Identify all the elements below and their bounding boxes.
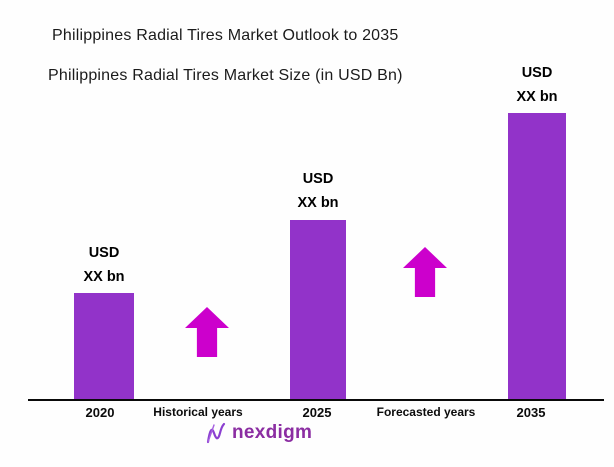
x-label-2020: 2020 bbox=[85, 405, 115, 420]
x-axis-line bbox=[28, 399, 604, 401]
bar-value-label-2025: USD XX bn bbox=[268, 167, 368, 215]
chart-subtitle: Philippines Radial Tires Market Size (in… bbox=[48, 67, 403, 84]
bar-value-line2: XX bn bbox=[297, 195, 339, 211]
bar-value-line1: USD bbox=[302, 171, 334, 187]
chart-title: Philippines Radial Tires Market Outlook … bbox=[52, 27, 399, 44]
bar-value-line2: XX bn bbox=[516, 89, 558, 105]
x-label-2035: 2035 bbox=[516, 405, 546, 420]
bar-value-line1: USD bbox=[521, 65, 553, 81]
bar-value-line1: USD bbox=[88, 245, 120, 261]
bar-2035 bbox=[508, 113, 566, 399]
nexdigm-logo: nexdigm bbox=[205, 421, 312, 445]
bar-value-label-2035: USD XX bn bbox=[487, 61, 587, 109]
bar-2020 bbox=[74, 293, 134, 399]
up-arrow-icon bbox=[403, 247, 447, 297]
nexdigm-logo-text: nexdigm bbox=[232, 422, 313, 443]
nexdigm-wave-icon bbox=[206, 422, 226, 444]
up-arrow-icon bbox=[185, 307, 229, 357]
bar-value-label-2020: USD XX bn bbox=[54, 241, 154, 289]
x-label-2025: 2025 bbox=[302, 405, 332, 420]
bar-value-line2: XX bn bbox=[83, 269, 125, 285]
x-label-historical-years: Historical years bbox=[153, 405, 243, 419]
x-label-forecasted-years: Forecasted years bbox=[376, 405, 476, 419]
bar-2025 bbox=[290, 220, 346, 399]
